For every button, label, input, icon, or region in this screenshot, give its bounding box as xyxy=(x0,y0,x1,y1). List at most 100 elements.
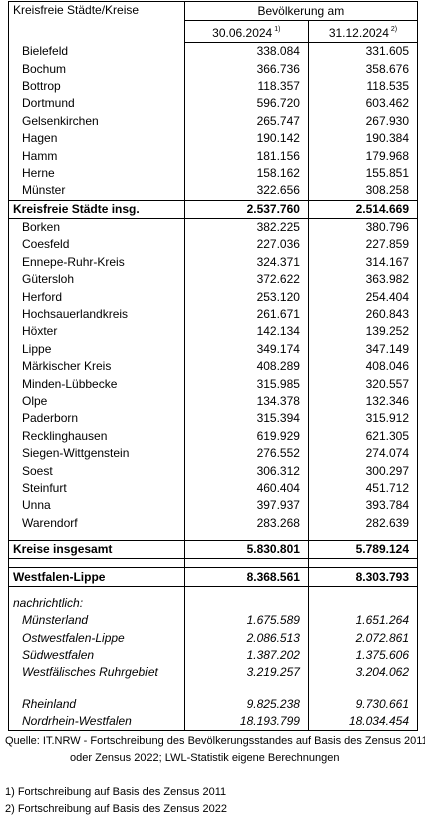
value-2024-06-30: 315.985 xyxy=(184,375,309,393)
region-name: Lippe xyxy=(8,340,185,359)
spacer-row xyxy=(8,558,419,569)
value-2024-06-30: 596.720 xyxy=(184,95,309,113)
column-header-region: Kreisfreie Städte/Kreise xyxy=(8,1,185,43)
value-2024-12-31: 118.535 xyxy=(308,77,419,96)
table-row: Ennepe-Ruhr-Kreis 324.371 314.167 xyxy=(8,253,419,272)
value-2024-12-31: 5.789.124 xyxy=(308,539,419,560)
region-name: Gelsenkirchen xyxy=(8,112,185,130)
column-group-header: Bevölkerung am xyxy=(184,1,419,21)
table-row: Bielefeld 338.084 331.605 xyxy=(8,42,419,61)
region-name: Rheinland xyxy=(8,695,185,714)
value-2024-06-30: 324.371 xyxy=(184,253,309,272)
notes: Quelle: IT.NRW - Fortschreibung des Bevö… xyxy=(5,733,425,818)
value-2024-06-30: 338.084 xyxy=(184,42,309,61)
memo-row: Ostwestfalen-Lippe 2.086.513 2.072.861 xyxy=(8,629,419,647)
value-2024-06-30: 397.937 xyxy=(184,497,309,515)
value-2024-06-30: 366.736 xyxy=(184,60,309,78)
value-2024-06-30: 9.825.238 xyxy=(184,695,309,714)
value-2024-12-31: 155.851 xyxy=(308,164,419,183)
region-name: Steinfurt xyxy=(8,479,185,498)
region-name: Westfalen-Lippe xyxy=(8,567,185,587)
value-2024-12-31: 227.859 xyxy=(308,236,419,254)
value-2024-06-30: 265.747 xyxy=(184,112,309,130)
table-row: Gütersloh 372.622 363.982 xyxy=(8,271,419,289)
value-2024-12-31: 3.204.062 xyxy=(308,664,419,682)
spacer-row xyxy=(8,531,419,541)
value-2024-12-31: 380.796 xyxy=(308,218,419,237)
region-name: Warendorf xyxy=(8,514,185,532)
value-2024-06-30: 460.404 xyxy=(184,479,309,498)
region-name: Dortmund xyxy=(8,95,185,113)
value-2024-06-30: 306.312 xyxy=(184,462,309,480)
region-name: Recklinghausen xyxy=(8,427,185,445)
value-2024-12-31: 408.046 xyxy=(308,358,419,376)
value-2024-12-31: 274.074 xyxy=(308,444,419,463)
region-name: Gütersloh xyxy=(8,271,185,289)
value-2024-06-30: 408.289 xyxy=(184,358,309,376)
footnote-ref-2: 2) xyxy=(390,26,398,33)
region-name: Höxter xyxy=(8,323,185,341)
spacer-row xyxy=(8,681,419,696)
region-name: Münster xyxy=(8,182,185,201)
region-name: Münsterland xyxy=(8,612,185,630)
value-2024-12-31: 358.676 xyxy=(308,60,419,78)
header-row-2: 30.06.2024 1) 31.12.2024 2) xyxy=(9,20,419,43)
memo-row: Südwestfalen 1.387.202 1.375.606 xyxy=(8,646,419,665)
value-2024-06-30: 1.675.589 xyxy=(184,612,309,630)
table-row: Warendorf 283.268 282.639 xyxy=(8,514,419,532)
memo-row: Rheinland 9.825.238 9.730.661 xyxy=(8,695,419,714)
value-2024-06-30: 1.387.202 xyxy=(184,646,309,665)
memo-label: nachrichtlich: xyxy=(8,594,185,613)
value-2024-06-30: 276.552 xyxy=(184,444,309,463)
region-name: Siegen-Wittgenstein xyxy=(8,444,185,463)
table-row: Steinfurt 460.404 451.712 xyxy=(8,479,419,498)
value-2024-06-30: 181.156 xyxy=(184,147,309,165)
value-2024-06-30: 158.162 xyxy=(184,164,309,183)
column-header-date2: 31.12.2024 2) xyxy=(308,20,419,43)
value-2024-12-31: 267.930 xyxy=(308,112,419,130)
value-2024-12-31: 300.297 xyxy=(308,462,419,480)
value-2024-12-31: 139.252 xyxy=(308,323,419,341)
value-2024-06-30: 190.142 xyxy=(184,129,309,148)
footnote-1: 1) Fortschreibung auf Basis des Zensus 2… xyxy=(5,786,227,798)
value-2024-12-31: 603.462 xyxy=(308,95,419,113)
table-row: Lippe 349.174 347.149 xyxy=(8,340,419,359)
subtotal-row: Kreise insgesamt 5.830.801 5.789.124 xyxy=(8,539,419,560)
memo-row: Nordrhein-Westfalen 18.193.799 18.034.454 xyxy=(8,713,419,732)
table-row: Bottrop 118.357 118.535 xyxy=(8,77,419,96)
value-2024-12-31: 393.784 xyxy=(308,497,419,515)
value-2024-06-30: 18.193.799 xyxy=(184,713,309,732)
spacer-row xyxy=(8,586,419,595)
table-row: Höxter 142.134 139.252 xyxy=(8,323,419,341)
value-2024-12-31: 8.303.793 xyxy=(308,567,419,587)
region-name: Hochsauerlandkreis xyxy=(8,305,185,324)
value-2024-12-31: 314.167 xyxy=(308,253,419,272)
region-name: Herne xyxy=(8,164,185,183)
table-row: Siegen-Wittgenstein 276.552 274.074 xyxy=(8,444,419,463)
value-2024-12-31: 621.305 xyxy=(308,427,419,445)
value-2024-12-31: 18.034.454 xyxy=(308,713,419,732)
region-name: Soest xyxy=(8,462,185,480)
table-row: Coesfeld 227.036 227.859 xyxy=(8,236,419,254)
footnote-2: 2) Fortschreibung auf Basis des Zensus 2… xyxy=(5,803,227,815)
table-row: Hochsauerlandkreis 261.671 260.843 xyxy=(8,305,419,324)
value-2024-12-31: 1.375.606 xyxy=(308,646,419,665)
table-row: Soest 306.312 300.297 xyxy=(8,462,419,480)
value-2024-06-30: 2.537.760 xyxy=(184,199,309,219)
region-name: Hagen xyxy=(8,129,185,148)
value-2024-12-31: 308.258 xyxy=(308,182,419,201)
region-name: Coesfeld xyxy=(8,236,185,254)
region-name: Ostwestfalen-Lippe xyxy=(8,629,185,647)
table-row: Paderborn 315.394 315.912 xyxy=(8,410,419,428)
table-row: Herne 158.162 155.851 xyxy=(8,164,419,183)
value-2024-06-30: 253.120 xyxy=(184,288,309,306)
value-2024-12-31: 9.730.661 xyxy=(308,695,419,714)
region-name: Borken xyxy=(8,218,185,237)
region-name: Kreise insgesamt xyxy=(8,539,185,560)
value-2024-12-31: 320.557 xyxy=(308,375,419,393)
source-line-2: oder Zensus 2022; LWL-Statistik eigene B… xyxy=(70,752,340,764)
value-2024-06-30: 283.268 xyxy=(184,514,309,532)
value-2024-12-31: 260.843 xyxy=(308,305,419,324)
region-name: Südwestfalen xyxy=(8,646,185,665)
value-2024-06-30: 382.225 xyxy=(184,218,309,237)
